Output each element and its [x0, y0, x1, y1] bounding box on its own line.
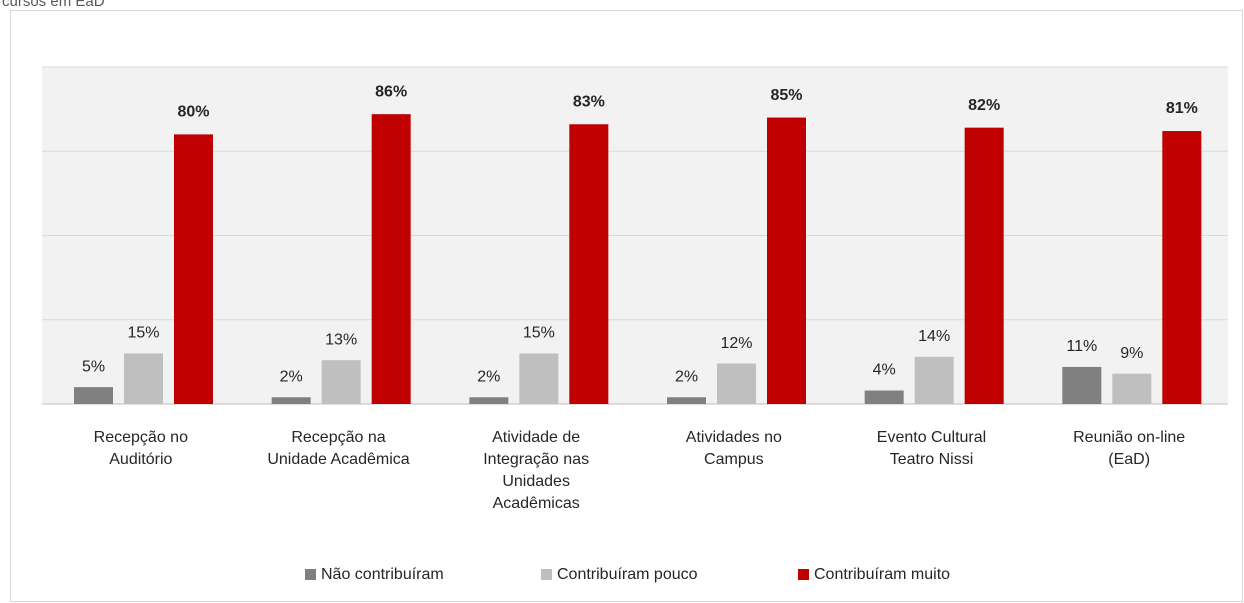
legend-label: Contribuíram pouco: [557, 566, 698, 583]
data-label: 82%: [968, 97, 1000, 114]
bar: [519, 353, 559, 404]
bar: [371, 114, 411, 405]
data-label: 80%: [177, 104, 209, 121]
bar: [174, 134, 213, 404]
bar: [667, 397, 706, 404]
data-label: 86%: [375, 83, 407, 100]
bar: [914, 356, 954, 404]
data-label: 5%: [82, 358, 105, 375]
bar: [124, 353, 163, 404]
x-tick-label: Atividade de Integração nas Unidades Aca…: [483, 429, 590, 512]
data-label: 2%: [280, 368, 303, 385]
bar: [717, 363, 756, 404]
legend-label: Não contribuíram: [321, 566, 444, 583]
bar: [74, 387, 113, 404]
data-label: 12%: [720, 335, 752, 352]
legend-swatch: [305, 569, 316, 580]
bar: [321, 360, 361, 404]
x-tick-label: Evento Cultural Teatro Nissi: [876, 429, 987, 468]
x-tick-label: Recepção no Auditório: [93, 429, 188, 468]
bar: [1162, 131, 1202, 404]
bar: [964, 127, 1004, 404]
bar: [469, 397, 509, 404]
legend-swatch: [541, 569, 552, 580]
bar: [864, 390, 904, 404]
data-label: 4%: [873, 362, 896, 379]
data-label: 15%: [523, 325, 555, 342]
data-label: 9%: [1120, 345, 1143, 362]
bar: [569, 124, 609, 404]
data-label: 13%: [325, 331, 357, 348]
data-label: 85%: [770, 87, 802, 104]
chart-title: cursos em EaD: [2, 0, 105, 10]
x-tick-label: Atividades no Campus: [685, 429, 782, 468]
data-label: 11%: [1066, 338, 1097, 355]
bar: [767, 117, 806, 405]
bar: [271, 397, 311, 404]
data-label: 2%: [675, 368, 698, 385]
legend-label: Contribuíram muito: [814, 566, 950, 583]
x-tick-label: Reunião on-line (EaD): [1073, 429, 1186, 468]
x-tick-label: Recepção na Unidade Acadêmica: [267, 429, 410, 468]
bar: [1062, 366, 1102, 404]
data-label: 83%: [573, 94, 605, 111]
data-label: 81%: [1166, 100, 1198, 117]
data-label: 2%: [477, 368, 500, 385]
legend-swatch: [798, 569, 809, 580]
data-label: 15%: [127, 325, 159, 342]
bar: [1112, 373, 1152, 404]
data-label: 14%: [918, 328, 950, 345]
